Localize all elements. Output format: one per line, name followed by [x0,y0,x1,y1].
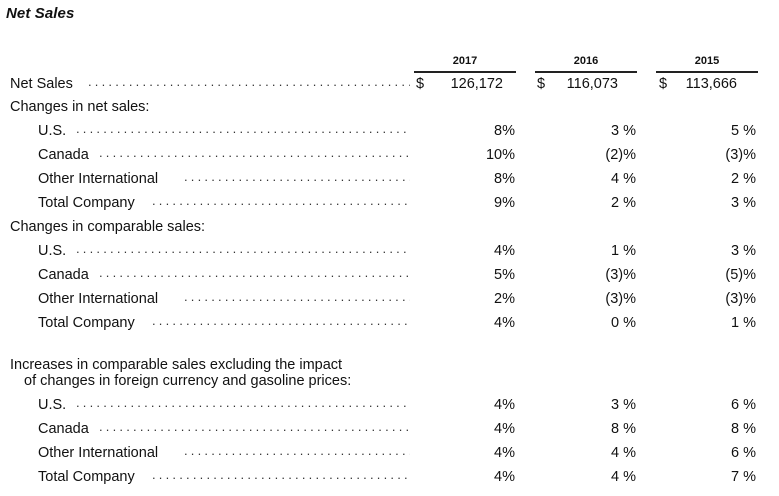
leader-dots: ........................................… [76,241,410,256]
value-2017: 8% [494,171,515,187]
net-sales-value-2016: 116,073 [566,76,618,92]
table-row: Other International ....................… [0,289,779,309]
value-2015: 2 % [731,171,756,187]
value-2015: 3 % [731,195,756,211]
net-sales-currency-2016: $ [537,76,546,92]
value-2015: 6 % [731,397,756,413]
column-header-2017: 2017 [452,55,478,67]
section-heading-line-1: Increases in comparable sales excluding … [10,357,343,373]
row-label: U.S. [38,243,67,259]
table-row: Canada .................................… [0,419,779,439]
row-label: Other International [38,171,159,187]
value-2015: 1 % [731,315,756,331]
leader-dots: ........................................… [184,443,410,458]
value-2017: 8% [494,123,515,139]
value-2016: 2 % [611,195,636,211]
leader-dots: ........................................… [184,289,410,304]
value-2016: (2)% [605,147,636,163]
leader-dots: ........................................… [152,193,410,208]
leader-dots: ........................................… [184,169,410,184]
value-2016: 8 % [611,421,636,437]
value-2015: 6 % [731,445,756,461]
row-label: Other International [38,291,159,307]
net-sales-value-2015: 113,666 [685,76,737,92]
leader-dots: ........................................… [99,145,410,160]
section-heading-line-2: of changes in foreign currency and gasol… [24,373,352,389]
table-row: Other International ....................… [0,443,779,463]
row-label: Canada [38,147,89,163]
value-2016: 4 % [611,445,636,461]
table-row: Canada .................................… [0,265,779,285]
leader-dots: ........................................… [88,74,410,89]
row-label: U.S. [38,397,67,413]
value-2016: 1 % [611,243,636,259]
leader-dots: ........................................… [99,265,410,280]
table-row: U.S. ...................................… [0,241,779,261]
leader-dots: ........................................… [76,121,410,136]
value-2016: 3 % [611,123,636,139]
table-row: Canada .................................… [0,145,779,165]
value-2015: 7 % [731,469,756,485]
column-header-2015: 2015 [694,55,720,67]
row-label: U.S. [38,123,67,139]
row-label: Total Company [38,195,135,211]
value-2017: 5% [494,267,515,283]
value-2016: (3)% [605,291,636,307]
table-row: U.S. ...................................… [0,395,779,415]
value-2017: 10% [485,147,515,163]
page-title: Net Sales [6,5,75,22]
table-row: Other International ....................… [0,169,779,189]
value-2017: 4% [494,315,515,331]
column-rule-2016 [535,71,637,73]
table-row: Total Company ..........................… [0,193,779,213]
value-2017: 9% [494,195,515,211]
row-label: Canada [38,421,89,437]
section-heading-row: Changes in net sales: [0,97,779,117]
table-row: U.S. ...................................… [0,121,779,141]
row-label: Total Company [38,469,135,485]
column-header-2016: 2016 [573,55,599,67]
value-2015: 5 % [731,123,756,139]
value-2017: 4% [494,445,515,461]
value-2017: 2% [494,291,515,307]
row-label: Canada [38,267,89,283]
leader-dots: ........................................… [152,313,410,328]
value-2016: 0 % [611,315,636,331]
leader-dots: ........................................… [152,467,410,482]
column-rule-2017 [414,71,516,73]
leader-dots: ........................................… [99,419,410,434]
value-2017: 4% [494,243,515,259]
column-rule-2015 [656,71,758,73]
net-sales-value-2017: 126,172 [450,76,503,92]
table-row: Total Company ..........................… [0,467,779,487]
value-2016: 4 % [611,469,636,485]
net-sales-currency-2017: $ [416,76,425,92]
row-label: Other International [38,445,159,461]
value-2015: (5)% [725,267,756,283]
row-label: Total Company [38,315,135,331]
value-2016: 4 % [611,171,636,187]
value-2017: 4% [494,469,515,485]
net-sales-currency-2015: $ [659,76,668,92]
leader-dots: ........................................… [76,395,410,410]
value-2017: 4% [494,397,515,413]
section-heading: Changes in net sales: [10,99,150,115]
value-2015: 3 % [731,243,756,259]
table-row: Total Company ..........................… [0,313,779,333]
section-heading: Changes in comparable sales: [10,219,206,235]
value-2016: 3 % [611,397,636,413]
value-2016: (3)% [605,267,636,283]
value-2015: (3)% [725,147,756,163]
value-2015: (3)% [725,291,756,307]
value-2017: 4% [494,421,515,437]
net-sales-label: Net Sales [10,76,73,92]
section-heading-row: Changes in comparable sales: [0,217,779,237]
net-sales-row: Net Sales ..............................… [0,74,779,94]
value-2015: 8 % [731,421,756,437]
